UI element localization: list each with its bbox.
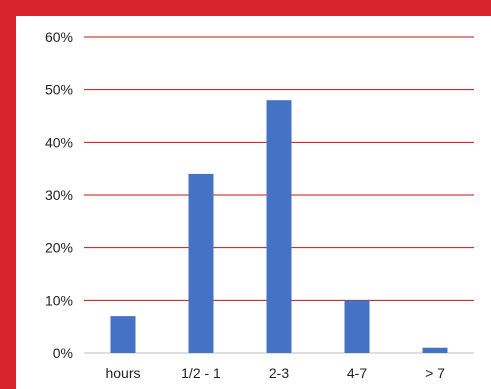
bar xyxy=(110,316,136,353)
x-category-label: 4-7 xyxy=(347,365,367,381)
bar xyxy=(266,100,292,353)
x-category-label: > 7 xyxy=(425,365,445,381)
y-tick-label: 20% xyxy=(45,240,73,256)
y-tick-labels: 0% 10% 20% 30% 40% 50% 60% xyxy=(45,29,73,361)
x-category-label: 2-3 xyxy=(269,365,289,381)
bar xyxy=(188,173,214,353)
chart-panel: 0% 10% 20% 30% 40% 50% 60% hours 1/2 - 1 2-3 4-7 >… xyxy=(16,16,491,389)
y-tick-label: 0% xyxy=(53,345,73,361)
bar xyxy=(344,300,370,353)
bar xyxy=(422,347,448,353)
y-tick-label: 10% xyxy=(45,292,73,308)
bar-chart: 0% 10% 20% 30% 40% 50% 60% hours 1/2 - 1 2-3 4-7 >… xyxy=(45,29,474,381)
y-tick-label: 30% xyxy=(45,187,73,203)
bars xyxy=(110,100,448,353)
y-tick-label: 60% xyxy=(45,29,73,45)
y-tick-label: 50% xyxy=(45,82,73,98)
x-category-labels: hours 1/2 - 1 2-3 4-7 > 7 xyxy=(105,365,445,381)
x-category-label: hours xyxy=(105,365,140,381)
y-tick-label: 40% xyxy=(45,134,73,150)
x-category-label: 1/2 - 1 xyxy=(181,365,221,381)
